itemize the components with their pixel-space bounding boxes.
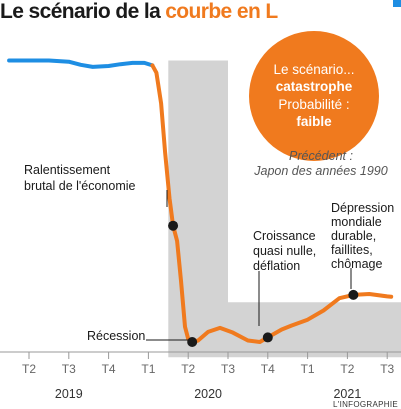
data-point: [348, 289, 359, 300]
precedent-line1: Précédent :: [289, 149, 353, 163]
annotation-depression-line4: faillites,: [331, 243, 373, 257]
annotation-depression-line5: chômage: [331, 257, 382, 271]
badge-line2: catastrophe: [276, 79, 353, 94]
annotation-depression-line1: Dépression: [331, 201, 394, 215]
badge-line4: faible: [296, 114, 332, 129]
corner-mark: [393, 0, 401, 7]
x-tick-label: T3: [221, 362, 235, 376]
x-year-label: 2020: [194, 387, 222, 401]
badge-line1: Le scénario...: [273, 62, 354, 77]
annotation-croissance-line3: déflation: [253, 259, 300, 273]
x-year-label: 2021: [333, 387, 361, 401]
marked-points: [168, 220, 359, 347]
x-tick-label: T4: [102, 362, 116, 376]
precedent-line2: Japon des années 1990: [253, 164, 387, 178]
data-point: [168, 220, 179, 231]
x-tick-label: T1: [301, 362, 315, 376]
annotation-croissance-line1: Croissance: [253, 229, 316, 243]
annotation-croissance-line2: quasi nulle,: [253, 244, 316, 258]
annotation-depression-line3: durable,: [331, 229, 376, 243]
x-axis-tick-labels: T2 T3 T4 T1 T2 T3 T4 T1 T2 T3: [22, 362, 395, 376]
x-tick-label: T2: [22, 362, 36, 376]
x-tick-label: T1: [141, 362, 155, 376]
data-point: [262, 332, 273, 343]
x-year-label: 2019: [55, 387, 83, 401]
badge-line3: Probabilité :: [278, 97, 349, 112]
x-tick-label: T3: [62, 362, 76, 376]
l-shape-background: [168, 60, 401, 358]
annotation-recession: Récession: [87, 329, 145, 343]
title-part1: Le scénario de la: [0, 0, 161, 23]
credit-text: L'INFOGRAPHIE: [333, 400, 398, 409]
series-scenario-line: [150, 63, 394, 344]
annotation-depression-line2: mondiale: [331, 215, 382, 229]
x-tick-label: T2: [181, 362, 195, 376]
x-tick-label: T3: [380, 362, 394, 376]
title-part2: courbe en L: [165, 0, 278, 23]
x-axis-ticks: [28, 352, 388, 359]
data-point: [187, 337, 198, 347]
annotation-ralentissement-line2: brutal de l'économie: [24, 179, 136, 193]
badge-circle: [249, 31, 379, 161]
series-history-line: [7, 58, 155, 69]
x-axis-year-labels: 2019 2020 2021: [55, 387, 361, 401]
x-tick-label: T4: [261, 362, 275, 376]
chart-title: Le scénario de la courbe en L: [0, 0, 278, 23]
x-tick-label: T2: [340, 362, 354, 376]
annotation-ralentissement-line1: Ralentissement: [24, 163, 111, 177]
